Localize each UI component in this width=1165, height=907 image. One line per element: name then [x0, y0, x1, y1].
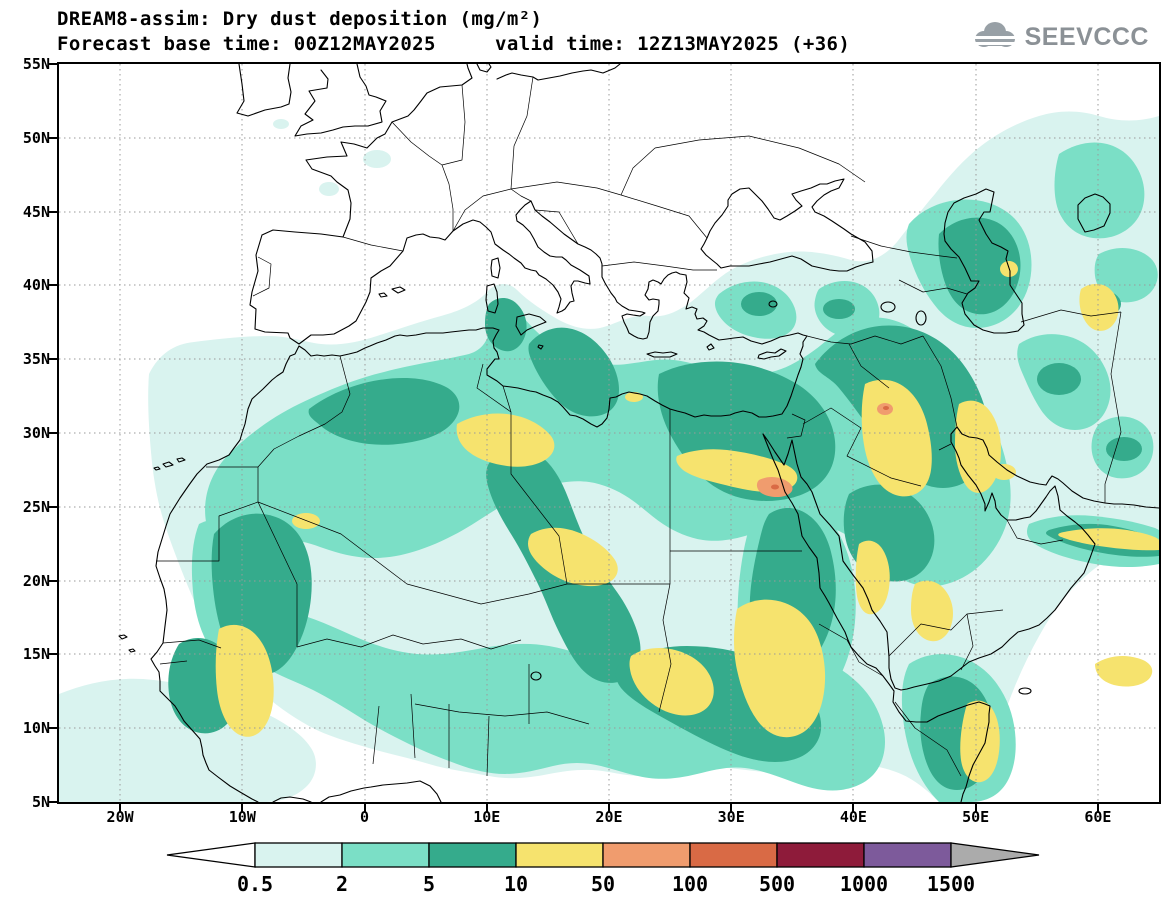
lat-label: 40N — [22, 276, 50, 295]
lat-tick — [49, 432, 57, 434]
lon-label: 10E — [473, 808, 501, 826]
lat-tick — [49, 63, 57, 65]
dust-field — [59, 111, 1159, 802]
cloud-icon — [970, 18, 1018, 56]
chart-subtitle: Forecast base time: 00Z12MAY2025 valid t… — [57, 33, 851, 55]
lon-label: 60E — [1084, 808, 1112, 826]
map-panel — [57, 62, 1161, 804]
chart-title: DREAM8-assim: Dry dust deposition (mg/m²… — [57, 8, 543, 30]
lon-label: 30E — [717, 808, 745, 826]
lon-tick — [485, 804, 488, 812]
seevccc-logo: SEEVCCC — [970, 18, 1149, 56]
lat-tick — [49, 801, 57, 803]
lon-label: 50E — [962, 808, 990, 826]
lon-label: 20W — [106, 808, 134, 826]
lat-tick — [49, 284, 57, 287]
colorbar-label: 5 — [422, 872, 436, 896]
lat-label: 10N — [22, 719, 50, 738]
lat-label: 35N — [22, 350, 50, 369]
lat-tick — [49, 358, 57, 361]
colorbar-label: 1000 — [839, 872, 889, 896]
lat-label: 45N — [22, 202, 50, 221]
colorbar-label: 500 — [758, 872, 796, 896]
lon-tick — [607, 804, 610, 812]
lat-tick — [49, 210, 57, 213]
lon-tick — [852, 804, 855, 812]
lon-tick — [363, 804, 366, 812]
lon-label: 0 — [360, 808, 370, 826]
lon-tick — [974, 804, 977, 812]
lat-label: 5N — [31, 793, 50, 811]
colorbar — [166, 842, 1040, 868]
colorbar-label: 100 — [671, 872, 709, 896]
lat-label: 50N — [22, 128, 50, 147]
lat-label: 20N — [22, 571, 50, 590]
lat-label: 55N — [22, 55, 50, 73]
colorbar-label: 1500 — [926, 872, 976, 896]
logo-text: SEEVCCC — [1024, 22, 1149, 51]
lon-label: 20E — [595, 808, 623, 826]
lat-label: 25N — [22, 497, 50, 516]
lon-label: 10W — [228, 808, 256, 826]
lat-tick — [49, 136, 57, 139]
lon-tick — [241, 804, 244, 812]
lat-label: 15N — [22, 645, 50, 664]
lat-label: 30N — [22, 424, 50, 442]
lat-tick — [49, 579, 57, 582]
country-borders — [156, 76, 1122, 777]
colorbar-label: 50 — [590, 872, 616, 896]
map-svg — [59, 64, 1159, 802]
colorbar-label: 10 — [503, 872, 529, 896]
lat-tick — [49, 653, 57, 656]
lon-tick — [119, 804, 122, 812]
lat-tick — [49, 727, 57, 730]
lat-tick — [49, 505, 57, 508]
colorbar-label: 2 — [335, 872, 349, 896]
graticule — [59, 64, 1159, 802]
lon-tick — [1096, 804, 1099, 812]
lon-tick — [730, 804, 733, 812]
colorbar-label: 0.5 — [236, 872, 274, 896]
lon-label: 40E — [839, 808, 867, 826]
coastlines — [118, 64, 1159, 802]
